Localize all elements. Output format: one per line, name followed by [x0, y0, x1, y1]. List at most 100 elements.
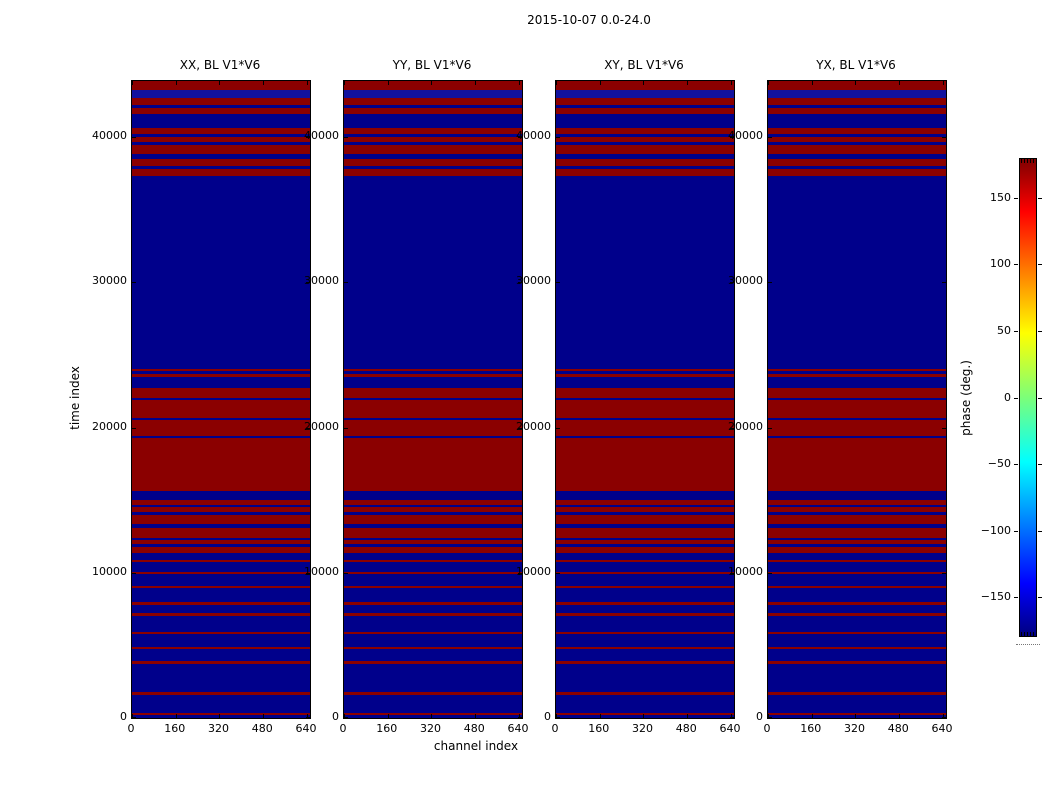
phase-band-bright-blue: [132, 90, 310, 98]
x-tick-mark: [643, 714, 645, 718]
y-tick-label: 10000: [304, 564, 339, 578]
heatmap-plot-area: [767, 80, 947, 719]
phase-band-red: [132, 128, 310, 135]
x-tick-label: 480: [887, 722, 909, 735]
x-tick-mark: [855, 714, 857, 718]
x-tick-label: 640: [295, 722, 317, 735]
phase-band-red: [768, 169, 946, 176]
phase-band-bright-blue: [768, 90, 946, 98]
phase-band-red: [132, 572, 310, 574]
y-tick-mark: [768, 137, 772, 139]
phase-band-red: [556, 507, 734, 513]
colorbar-tick-mark: [1014, 464, 1018, 466]
x-tick-mark: [811, 81, 813, 85]
phase-band-red: [556, 661, 734, 664]
heatmap-plot-area: [131, 80, 311, 719]
x-tick-mark: [344, 81, 345, 85]
phase-band-red: [556, 539, 734, 544]
phase-band-red: [556, 515, 734, 524]
panel-title: XY, BL V1*V6: [604, 58, 684, 72]
phase-band-red: [344, 507, 522, 513]
colorbar-tick-mark: [1014, 597, 1018, 599]
phase-band-red: [132, 661, 310, 664]
phase-band-red: [768, 388, 946, 398]
colorbar-tick-label: 100: [990, 257, 1011, 271]
y-tick-label: 20000: [304, 419, 339, 433]
x-tick-label: 480: [251, 722, 273, 735]
phase-band-red: [132, 528, 310, 538]
x-tick-mark: [899, 714, 901, 718]
x-tick-label: 320: [843, 722, 865, 735]
phase-band-red: [344, 500, 522, 505]
phase-band-red: [768, 547, 946, 554]
phase-band-red: [132, 586, 310, 588]
phase-band-red: [132, 169, 310, 176]
x-tick-label: 640: [931, 722, 953, 735]
colorbar-tick-mark: [1038, 464, 1042, 466]
phase-band-red: [768, 713, 946, 715]
y-tick-mark: [518, 282, 522, 284]
phase-band-red: [556, 602, 734, 605]
x-tick-label: 640: [719, 722, 741, 735]
phase-band-red: [768, 420, 946, 436]
phase-band-red: [344, 560, 522, 562]
phase-band-red: [132, 500, 310, 505]
phase-band-red: [556, 420, 734, 436]
x-tick-label: 160: [164, 722, 186, 735]
x-tick-mark: [132, 714, 133, 718]
phase-band-red: [132, 145, 310, 154]
y-tick-mark: [556, 137, 560, 139]
phase-band-red: [768, 98, 946, 105]
y-axis-label: time index: [68, 366, 82, 430]
phase-band-red: [556, 81, 734, 91]
colorbar-tick-mark: [1014, 330, 1018, 332]
phase-band-red: [556, 572, 734, 574]
y-tick-mark: [768, 282, 772, 284]
y-tick-mark: [556, 572, 560, 574]
x-tick-mark: [431, 714, 433, 718]
y-tick-label: 30000: [516, 274, 551, 288]
phase-band-red: [556, 586, 734, 588]
phase-band-red: [768, 560, 946, 562]
phase-band-red: [556, 388, 734, 398]
x-tick-label: 320: [419, 722, 441, 735]
x-tick-mark: [643, 81, 645, 85]
phase-band-red: [132, 420, 310, 436]
phase-band-red: [768, 507, 946, 513]
panel-title: XX, BL V1*V6: [179, 58, 261, 72]
phase-band-red: [768, 81, 946, 91]
phase-band-red: [344, 108, 522, 114]
phase-band-red: [344, 98, 522, 105]
y-tick-label: 30000: [728, 274, 763, 288]
x-tick-mark: [768, 714, 769, 718]
phase-band-red: [768, 108, 946, 114]
phase-band-red: [344, 438, 522, 491]
colorbar-tick-label: −150: [980, 590, 1011, 604]
phase-band-red: [344, 515, 522, 524]
phase-band-red: [132, 369, 310, 371]
phase-band-red: [132, 560, 310, 562]
phase-band-red: [768, 613, 946, 616]
x-tick-mark: [768, 81, 769, 85]
colorbar-tick-mark: [1038, 530, 1042, 532]
colorbar-label: phase (deg.): [959, 360, 973, 436]
x-tick-label: 320: [631, 722, 653, 735]
y-tick-label: 40000: [304, 129, 339, 143]
phase-band-red: [132, 373, 310, 377]
phase-band-red: [768, 159, 946, 167]
x-tick-label: 160: [376, 722, 398, 735]
phase-band-red: [556, 632, 734, 634]
x-tick-mark: [899, 81, 901, 85]
phase-band-red: [132, 98, 310, 105]
phase-band-red: [556, 647, 734, 649]
phase-band-red: [132, 399, 310, 418]
phase-band-red: [556, 528, 734, 538]
phase-band-red: [556, 500, 734, 505]
phase-band-red: [344, 399, 522, 418]
phase-band-red: [556, 560, 734, 562]
colorbar-tick-mark: [1014, 264, 1018, 266]
phase-band-red: [768, 572, 946, 574]
phase-band-red: [768, 586, 946, 588]
y-tick-label: 40000: [728, 129, 763, 143]
